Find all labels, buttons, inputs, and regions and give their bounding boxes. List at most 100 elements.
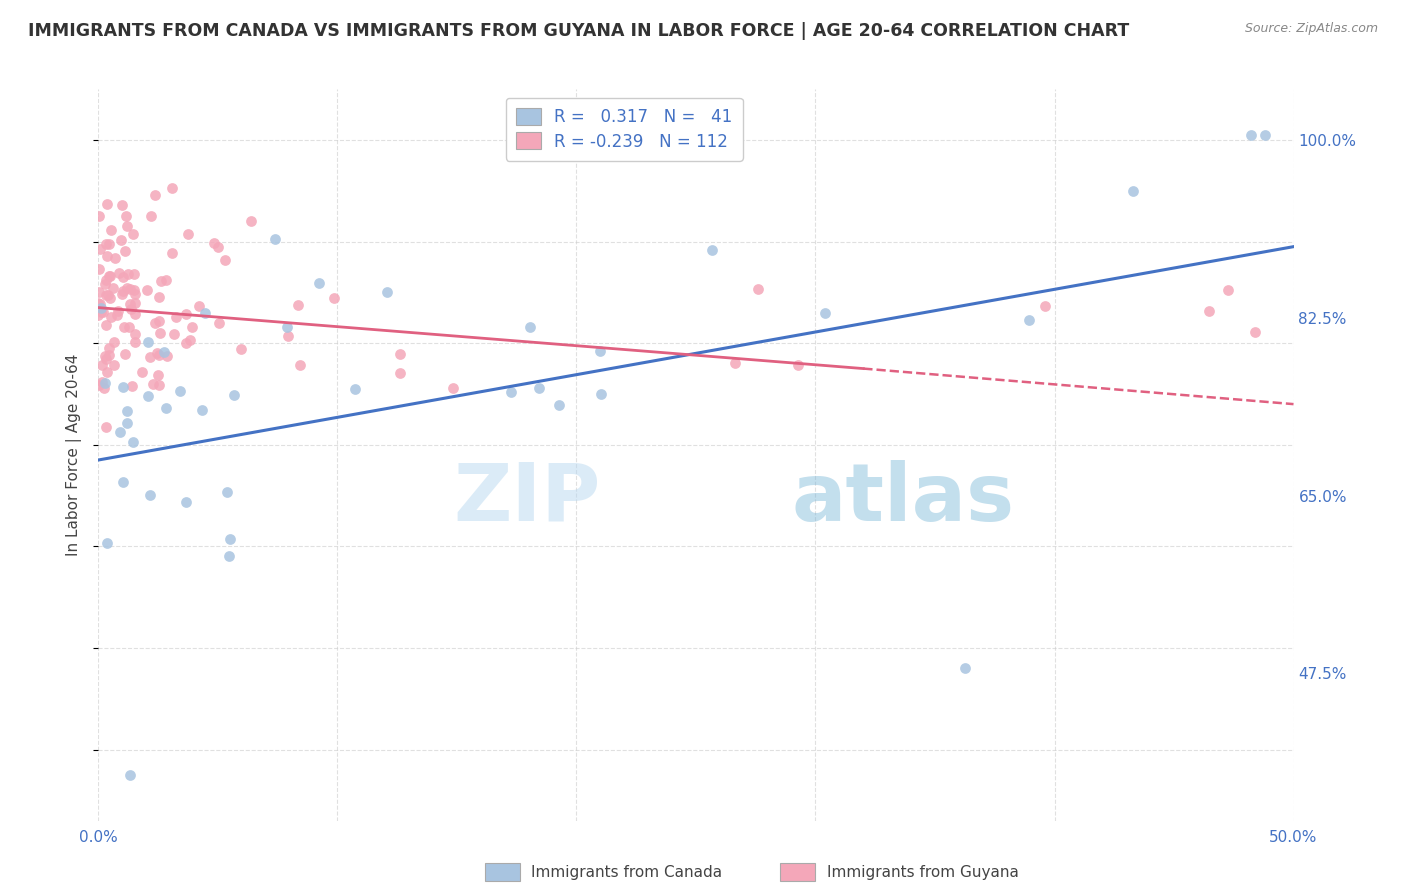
Point xyxy=(323,291,346,305)
Point xyxy=(149,326,172,340)
Point xyxy=(787,358,810,372)
Point xyxy=(1240,128,1263,142)
Point xyxy=(155,401,177,416)
Point xyxy=(519,319,541,334)
Point xyxy=(111,287,134,301)
Point xyxy=(145,188,167,202)
Point xyxy=(148,368,170,382)
Point xyxy=(142,377,165,392)
Point xyxy=(548,398,571,412)
Point xyxy=(953,661,976,675)
Point xyxy=(156,349,179,363)
Point xyxy=(96,197,118,211)
Point xyxy=(124,334,146,349)
Point xyxy=(501,385,523,400)
Point xyxy=(1018,313,1040,327)
Text: ZIP: ZIP xyxy=(453,459,600,538)
Point xyxy=(163,327,186,342)
Point xyxy=(108,425,131,439)
Point xyxy=(90,359,112,373)
Point xyxy=(308,276,330,290)
Point xyxy=(89,285,111,300)
Point xyxy=(124,307,146,321)
Point xyxy=(160,245,183,260)
Point xyxy=(135,283,157,297)
Point xyxy=(143,316,166,330)
Point xyxy=(202,235,225,250)
Point xyxy=(747,282,769,296)
Point xyxy=(224,388,246,402)
Point xyxy=(179,333,201,347)
Point xyxy=(94,376,117,390)
Point xyxy=(194,306,217,320)
Point xyxy=(120,301,142,316)
Point xyxy=(97,348,120,362)
Point xyxy=(148,290,170,304)
Point xyxy=(375,285,398,300)
Point xyxy=(191,402,214,417)
Point xyxy=(110,233,132,247)
Point xyxy=(103,358,125,372)
Point xyxy=(93,277,115,292)
Point xyxy=(112,285,135,299)
Point xyxy=(89,297,111,311)
Point xyxy=(136,389,159,403)
Point xyxy=(217,485,239,500)
Point xyxy=(89,378,111,392)
Point xyxy=(91,375,114,389)
Point xyxy=(94,273,117,287)
Point xyxy=(97,287,120,301)
Point xyxy=(124,286,146,301)
Point xyxy=(91,304,114,318)
Point xyxy=(139,350,162,364)
Point xyxy=(700,244,723,258)
Point xyxy=(187,300,209,314)
Point xyxy=(589,386,612,401)
Point xyxy=(87,295,110,310)
Point xyxy=(277,328,299,343)
Point xyxy=(214,253,236,268)
Point xyxy=(136,334,159,349)
Point xyxy=(124,296,146,310)
Point xyxy=(148,348,170,362)
Point xyxy=(276,319,298,334)
Point xyxy=(1198,304,1220,318)
Point xyxy=(96,249,118,263)
Point xyxy=(98,268,121,283)
Point xyxy=(124,327,146,342)
Point xyxy=(218,549,240,563)
Point xyxy=(148,314,170,328)
Point xyxy=(288,359,311,373)
Point xyxy=(219,532,242,546)
Point xyxy=(94,237,117,252)
Point xyxy=(111,380,134,394)
Point xyxy=(441,381,464,395)
Point xyxy=(115,281,138,295)
Text: Source: ZipAtlas.com: Source: ZipAtlas.com xyxy=(1244,22,1378,36)
Point xyxy=(141,209,163,223)
Point xyxy=(104,252,127,266)
Point xyxy=(114,244,136,259)
Point xyxy=(148,377,170,392)
Point xyxy=(112,320,135,334)
Point xyxy=(145,345,167,359)
Point xyxy=(1243,325,1265,339)
Point xyxy=(139,488,162,502)
Point xyxy=(94,420,117,434)
Point xyxy=(111,198,134,212)
Point xyxy=(724,356,747,371)
Point xyxy=(121,378,143,392)
Point xyxy=(231,343,253,357)
Point xyxy=(96,288,118,302)
Point xyxy=(96,351,118,366)
Point xyxy=(160,180,183,194)
Point xyxy=(207,316,229,330)
Point xyxy=(96,536,118,550)
Point xyxy=(100,310,122,325)
Point xyxy=(118,282,141,296)
Point xyxy=(98,268,121,283)
Point xyxy=(93,381,115,395)
Point xyxy=(100,223,122,237)
Point xyxy=(388,367,411,381)
Point xyxy=(181,320,204,334)
